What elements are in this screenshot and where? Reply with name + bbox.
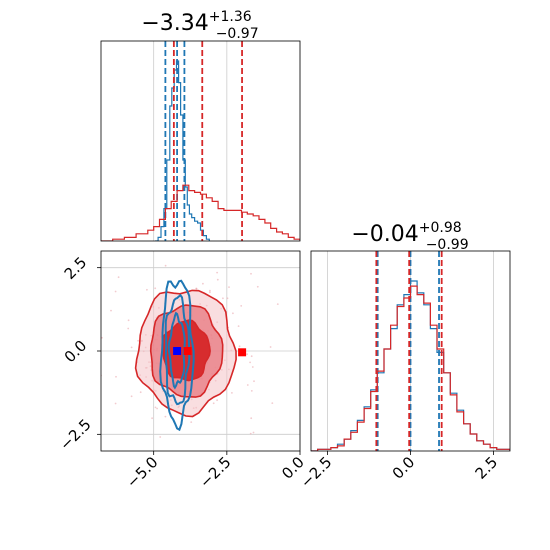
marker-1 [173,347,182,355]
sample-point [250,355,253,358]
sample-point [202,282,204,285]
sample-point [228,286,230,288]
marker-3 [238,348,247,357]
sample-point [154,406,157,409]
sample-point [110,309,112,312]
sample-point [127,319,130,322]
y-tick-label: 2.5 [61,253,91,283]
joint-panel: −5.0 −2.5 0.0 −2.5 0.0 2.5 [56,249,308,492]
joint-x-ticks: −5.0 −2.5 0.0 [123,451,308,492]
sample-point [209,289,211,292]
marginal-top-series [101,41,300,241]
sample-point [190,421,193,423]
marginal-right-title-upper: +0.98 [419,220,462,236]
sample-point [222,297,224,300]
marginal-right-panel: −2.5 0.0 2.5 −0.04+0.98 −0.99 [297,220,511,492]
sample-point [249,361,252,364]
sample-point [251,366,254,368]
sample-point [250,272,252,275]
sample-point [130,395,133,398]
sample-point [156,407,159,410]
sample-point [246,353,249,356]
marginal-top-title-upper: +1.36 [209,9,252,25]
sample-point [216,278,219,281]
y-tick-label: −2.5 [56,416,94,454]
sample-point [137,339,140,342]
marginal-right-title-lower: −0.99 [426,237,469,253]
joint-y-ticks: −2.5 0.0 2.5 [56,253,101,454]
sample-point [114,402,117,405]
marginal-top-title-lower: −0.97 [216,26,259,42]
sample-point [256,285,259,288]
x-tick-label: 2.5 [472,453,502,483]
sample-point [237,325,240,327]
sample-point [252,431,255,434]
sample-point [250,417,253,420]
x-tick-label: −2.5 [196,453,234,491]
joint-series [84,249,279,474]
sample-point [246,384,249,386]
sample-point [101,336,103,339]
sample-point [84,472,86,474]
sample-point [212,402,215,405]
marginal-top-title: −3.34+1.36 −0.97 [141,9,258,42]
sample-point [250,390,253,392]
marginal-top-title-value: −3.34 [141,11,208,36]
marker-2 [183,347,192,355]
sample-point [114,290,117,293]
sample-point [276,303,279,305]
sample-point [269,346,272,348]
sample-point [232,312,234,315]
sample-point [231,392,233,394]
sample-point [164,264,167,267]
sample-point [130,346,133,349]
marginal-top-frame [100,40,301,242]
sample-point [115,375,117,378]
y-tick-label: 0.0 [61,337,91,367]
sample-point [127,327,130,330]
marginal-right-title: −0.04+0.98 −0.99 [351,220,468,253]
sample-point [249,432,252,435]
sample-point [216,399,219,402]
histogram-series-2 [101,184,300,241]
sample-point [195,287,198,290]
marginal-right-title-value: −0.04 [351,222,418,247]
marginal-right-x-ticks: −2.5 0.0 2.5 [297,451,501,492]
sample-point [216,271,219,274]
sample-point [226,297,229,300]
x-tick-label: 0.0 [389,453,419,483]
marginal-right-series [311,251,510,451]
x-tick-label: −2.5 [297,453,335,491]
histogram-series-2 [311,285,510,451]
contour-blue-level-1 [159,279,195,432]
sample-point [151,417,154,420]
sample-point [117,276,120,279]
sample-point [159,436,162,438]
sample-point [108,249,110,251]
sample-point [154,287,157,290]
sample-point [146,288,148,291]
sample-point [164,415,167,418]
sample-point [209,291,211,294]
sample-point [238,345,241,348]
sample-point [253,380,255,383]
sample-point [271,402,274,404]
marginal-top-panel: −3.34+1.36 −0.97 [100,9,301,242]
marginal-top-background [101,41,300,241]
sample-point [240,305,243,307]
contour-blue-level-3 [167,311,186,390]
contour-blue-level-2 [164,293,191,406]
x-tick-label: −5.0 [123,453,161,491]
sample-point [139,391,142,394]
